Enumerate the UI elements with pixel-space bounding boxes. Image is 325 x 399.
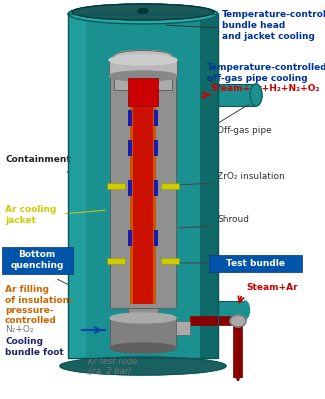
Ellipse shape — [110, 313, 176, 323]
Text: Containment: Containment — [5, 155, 71, 164]
Bar — [109, 60, 177, 76]
Ellipse shape — [114, 51, 172, 61]
Ellipse shape — [250, 84, 262, 106]
Bar — [128, 140, 132, 156]
Text: N₂+O₂: N₂+O₂ — [5, 325, 33, 334]
Bar — [68, 14, 218, 358]
Bar — [110, 318, 176, 348]
Ellipse shape — [110, 66, 176, 78]
Bar — [128, 180, 132, 196]
Ellipse shape — [72, 4, 214, 20]
Text: Kr test rode
(ca. 2 bar): Kr test rode (ca. 2 bar) — [88, 357, 137, 376]
Bar — [218, 301, 246, 319]
Bar — [130, 94, 156, 304]
Ellipse shape — [109, 71, 177, 81]
Ellipse shape — [240, 301, 250, 319]
Ellipse shape — [230, 315, 246, 327]
Bar — [107, 258, 125, 264]
Ellipse shape — [68, 4, 218, 24]
Text: Temperature-controlled
bundle head
and jacket cooling: Temperature-controlled bundle head and j… — [222, 10, 325, 41]
Text: Steam+Ar+H₂+N₂+O₂: Steam+Ar+H₂+N₂+O₂ — [210, 84, 319, 93]
Bar — [200, 14, 218, 358]
Bar — [114, 56, 172, 90]
Bar — [68, 14, 86, 358]
Bar — [128, 110, 132, 126]
Bar — [107, 183, 125, 189]
Bar — [161, 258, 179, 264]
Text: Test bundle: Test bundle — [226, 259, 284, 267]
FancyBboxPatch shape — [2, 247, 72, 273]
Text: Off-gas pipe: Off-gas pipe — [217, 126, 272, 135]
Text: Steam+Ar: Steam+Ar — [246, 283, 298, 292]
Bar — [110, 72, 176, 308]
Text: Temperature-controlled
off-gas pipe cooling: Temperature-controlled off-gas pipe cool… — [207, 63, 325, 83]
Ellipse shape — [110, 343, 176, 353]
Bar — [128, 78, 158, 106]
Ellipse shape — [60, 357, 226, 375]
FancyBboxPatch shape — [209, 255, 302, 271]
Ellipse shape — [109, 55, 177, 65]
Bar — [154, 230, 158, 246]
Bar — [218, 84, 256, 106]
Text: Bottom
quenching: Bottom quenching — [10, 250, 64, 270]
Text: Shroud: Shroud — [217, 215, 249, 224]
Text: Ar filling
of insulation;
pressure-
controlled: Ar filling of insulation; pressure- cont… — [5, 285, 73, 325]
Bar — [154, 180, 158, 196]
Bar — [128, 308, 158, 338]
Bar — [154, 110, 158, 126]
Bar — [161, 183, 179, 189]
Bar — [133, 94, 153, 304]
Text: ZrO₂ insulation: ZrO₂ insulation — [217, 172, 285, 181]
Text: Cooling
bundle foot: Cooling bundle foot — [5, 337, 64, 357]
Text: Ar cooling
jacket: Ar cooling jacket — [5, 205, 56, 225]
Bar — [128, 230, 132, 246]
Ellipse shape — [138, 8, 148, 14]
Bar — [154, 140, 158, 156]
Bar — [68, 14, 218, 358]
Bar — [176, 321, 190, 335]
